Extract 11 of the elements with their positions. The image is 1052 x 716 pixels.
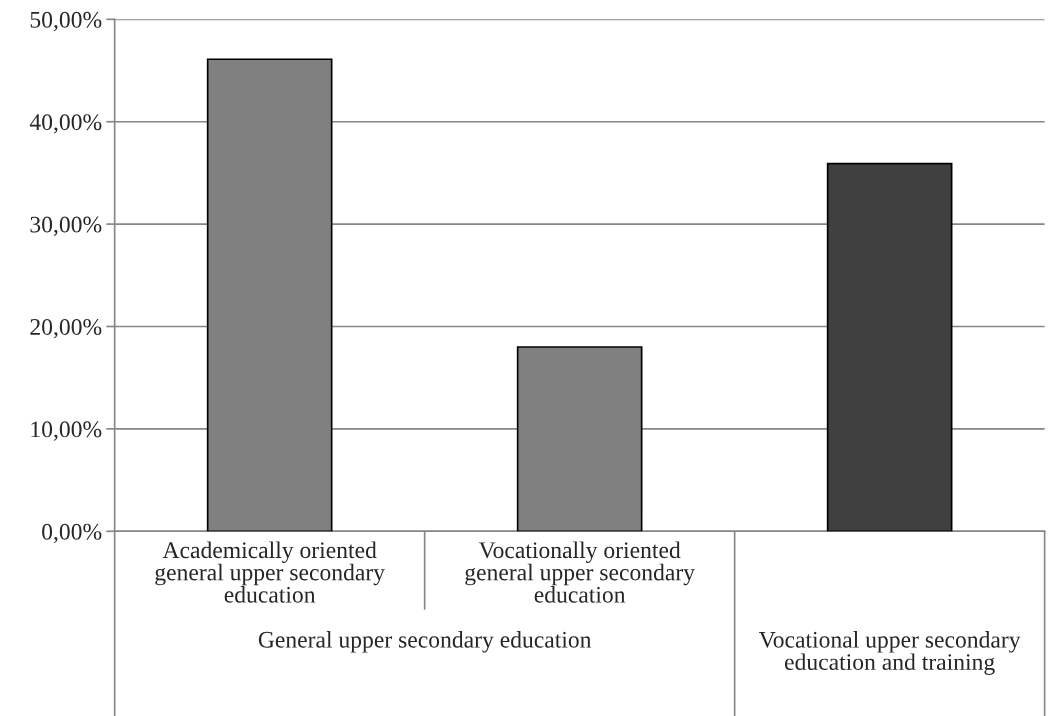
y-tick-label: 40,00%	[29, 114, 102, 134]
text: Vocational upper secondary education and training	[758, 631, 1021, 675]
y-tick-label: 20,00%	[30, 318, 102, 339]
y-tick-label: 10,00%	[31, 421, 102, 441]
x-tick-label: Academically oriented general upper secondary education	[155, 541, 385, 603]
y-tick-label: 50,00%	[30, 11, 102, 32]
y-tick-label: 0,00%	[42, 523, 102, 544]
bar	[826, 162, 953, 532]
x-tick-label: Vocationally oriented general upper secondary education	[465, 541, 695, 603]
text: General upper secondary education	[258, 631, 592, 653]
y-tick-label: 30,00%	[30, 216, 102, 236]
